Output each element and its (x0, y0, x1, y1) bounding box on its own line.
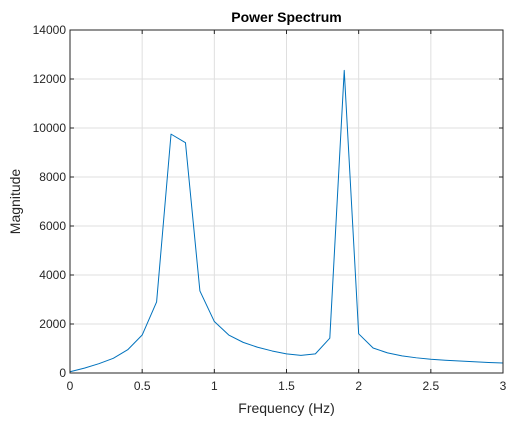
data-point (358, 333, 359, 334)
y-tick-label: 14000 (33, 23, 67, 37)
series-line-0 (69, 69, 504, 373)
data-point (430, 359, 431, 360)
data-point (228, 334, 229, 335)
x-tick-label: 1.5 (278, 379, 295, 393)
y-tick-label: 0 (59, 366, 66, 380)
y-tick-label: 2000 (39, 317, 66, 331)
data-point (488, 362, 489, 363)
y-tick-label: 6000 (39, 219, 66, 233)
data-point (401, 355, 402, 356)
data-point (416, 357, 417, 358)
y-tick-label: 10000 (33, 121, 67, 135)
y-tick-label: 4000 (39, 268, 66, 282)
data-point (214, 321, 215, 322)
data-point (286, 353, 287, 354)
data-point (142, 334, 143, 335)
data-point (271, 350, 272, 351)
x-tick-label: 0.5 (134, 379, 151, 393)
data-point (127, 349, 128, 350)
data-point (98, 363, 99, 364)
data-point (373, 347, 374, 348)
data-point (156, 301, 157, 302)
data-point (199, 290, 200, 291)
chart-title: Power Spectrum (231, 9, 341, 25)
x-tick-label: 1 (211, 379, 218, 393)
data-point (459, 360, 460, 361)
x-axis-title: Frequency (Hz) (238, 400, 334, 416)
data-point (84, 368, 85, 369)
data-point (329, 338, 330, 339)
x-tick-label: 2 (355, 379, 362, 393)
data-point (315, 353, 316, 354)
x-tick-label: 2.5 (422, 379, 439, 393)
data-point (170, 134, 171, 135)
y-tick-label: 12000 (33, 72, 67, 86)
data-point (257, 347, 258, 348)
series-layer (69, 69, 504, 373)
x-tick-label: 0 (67, 379, 74, 393)
y-tick-label: 8000 (39, 170, 66, 184)
axis-ticks: 0 0.5 1 1.5 2 2.5 3 0 2000 4000 6000 8000 10000 12000… (33, 23, 507, 393)
data-point (387, 352, 388, 353)
y-axis-title: Magnitude (7, 169, 23, 235)
x-tick-label: 3 (500, 379, 507, 393)
data-point (445, 360, 446, 361)
data-point (300, 355, 301, 356)
data-point (113, 358, 114, 359)
data-point (344, 70, 345, 71)
data-point (474, 361, 475, 362)
data-point (185, 142, 186, 143)
data-point (243, 342, 244, 343)
